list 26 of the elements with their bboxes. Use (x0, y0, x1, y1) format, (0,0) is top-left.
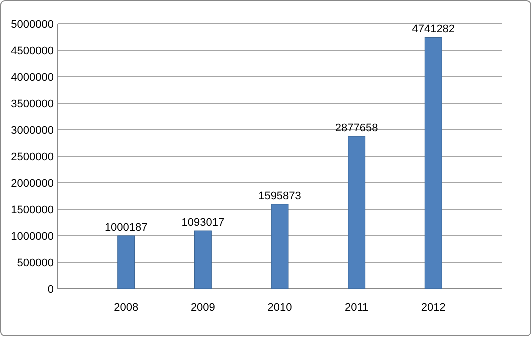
x-tick-label: 2010 (268, 302, 292, 314)
data-label: 1000187 (104, 222, 148, 234)
x-tick-label: 2009 (190, 302, 216, 314)
y-tick-label: 1500000 (11, 204, 54, 216)
y-tick-label: 2000000 (11, 178, 54, 190)
bar (348, 136, 366, 290)
y-tick-label: 1000000 (11, 230, 54, 243)
bar (424, 37, 442, 290)
y-tick-label: 500000 (17, 257, 54, 270)
data-label: 1595873 (258, 190, 302, 202)
bar (194, 230, 212, 290)
y-tick-label: 5000000 (11, 18, 54, 31)
data-label: 2877658 (335, 122, 378, 134)
x-tick-label: 2011 (344, 302, 369, 314)
y-tick-label: 4500000 (11, 45, 54, 58)
y-tick-label: 3000000 (11, 124, 54, 137)
y-tick-label: 3500000 (11, 98, 54, 110)
bar (271, 204, 289, 290)
y-tick-label: 0 (48, 284, 54, 296)
y-tick-label: 4000000 (11, 72, 54, 84)
x-tick-label: 2008 (114, 302, 139, 314)
data-label: 1093017 (182, 217, 225, 230)
x-tick-label: 2012 (421, 302, 446, 314)
y-tick-label: 2500000 (11, 151, 54, 164)
data-label: 4741282 (412, 24, 456, 36)
bar (118, 236, 136, 290)
